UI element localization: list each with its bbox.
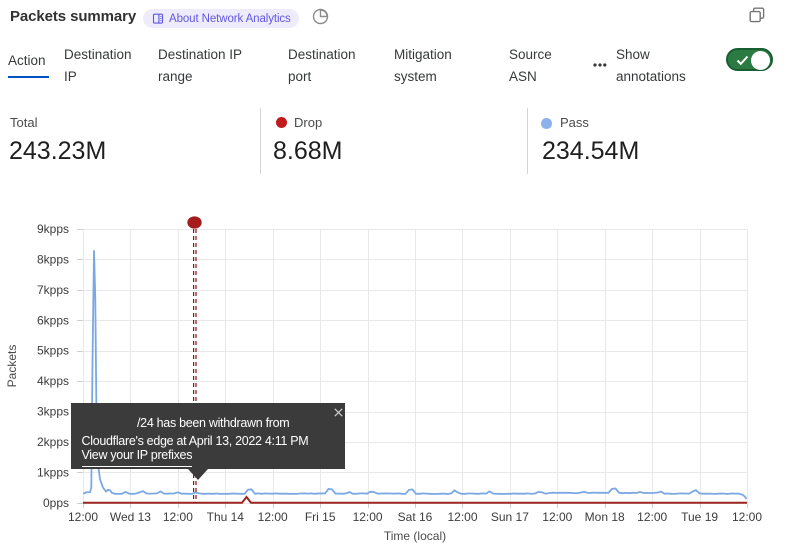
svg-text:12:00: 12:00	[637, 510, 667, 524]
svg-text:Mon 18: Mon 18	[585, 510, 625, 524]
svg-text:12:00: 12:00	[447, 510, 477, 524]
svg-text:Tue 19: Tue 19	[681, 510, 718, 524]
svg-text:0pps: 0pps	[43, 496, 69, 510]
svg-text:Fri 15: Fri 15	[305, 510, 336, 524]
svg-text:4kpps: 4kpps	[37, 374, 69, 388]
svg-text:12:00: 12:00	[542, 510, 572, 524]
svg-text:9kpps: 9kpps	[37, 222, 69, 236]
svg-text:7kpps: 7kpps	[37, 283, 69, 297]
svg-text:1kpps: 1kpps	[37, 465, 69, 479]
svg-text:Wed 13: Wed 13	[110, 510, 151, 524]
svg-text:Time (local): Time (local)	[384, 529, 446, 543]
svg-text:12:00: 12:00	[258, 510, 288, 524]
svg-text:12:00: 12:00	[732, 510, 762, 524]
svg-text:8kpps: 8kpps	[37, 252, 69, 266]
svg-text:Sun 17: Sun 17	[491, 510, 529, 524]
svg-text:12:00: 12:00	[68, 510, 98, 524]
svg-text:12:00: 12:00	[163, 510, 193, 524]
svg-text:Thu 14: Thu 14	[207, 510, 245, 524]
svg-text:6kpps: 6kpps	[37, 313, 69, 327]
svg-text:Sat 16: Sat 16	[398, 510, 433, 524]
svg-text:3kpps: 3kpps	[37, 405, 69, 419]
svg-text:Packets: Packets	[5, 345, 19, 388]
svg-text:2kpps: 2kpps	[37, 435, 69, 449]
svg-text:5kpps: 5kpps	[37, 344, 69, 358]
svg-text:12:00: 12:00	[353, 510, 383, 524]
